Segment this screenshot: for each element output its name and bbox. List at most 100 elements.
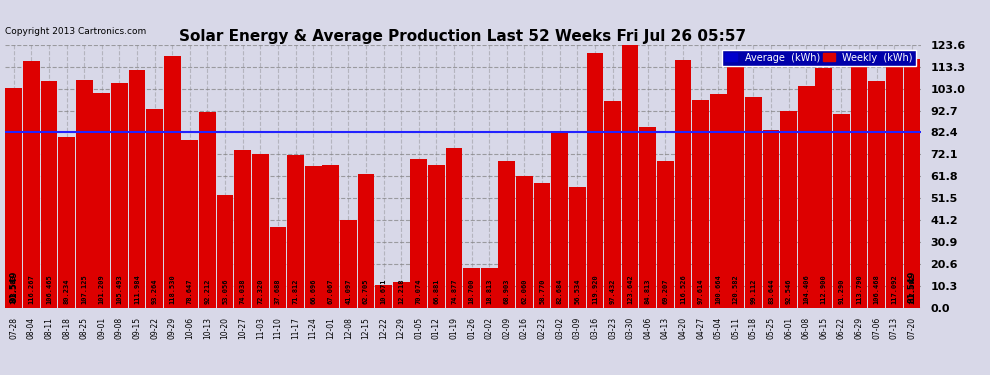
Bar [728, 51, 744, 308]
Bar [181, 141, 198, 308]
Text: 78.647: 78.647 [187, 279, 193, 304]
Text: 12.218: 12.218 [398, 279, 404, 304]
Bar [41, 81, 57, 308]
Bar [357, 174, 374, 308]
Bar [76, 80, 92, 308]
Bar [816, 68, 833, 308]
Text: 37.688: 37.688 [275, 279, 281, 304]
Text: 41.097: 41.097 [346, 279, 351, 304]
Text: 123.642: 123.642 [627, 274, 634, 304]
Title: Solar Energy & Average Production Last 52 Weeks Fri Jul 26 05:57: Solar Energy & Average Production Last 5… [179, 29, 746, 44]
Bar [868, 81, 885, 308]
Bar [780, 111, 797, 308]
Text: 10.671: 10.671 [380, 279, 386, 304]
Bar [463, 268, 480, 308]
Text: 58.770: 58.770 [540, 279, 545, 304]
Bar [551, 132, 568, 308]
Text: 66.881: 66.881 [434, 279, 440, 304]
Text: 97.614: 97.614 [698, 279, 704, 304]
Text: 18.700: 18.700 [468, 279, 474, 304]
Text: 81.549: 81.549 [908, 271, 917, 303]
Text: 70.074: 70.074 [416, 279, 422, 304]
Text: 56.534: 56.534 [574, 279, 580, 304]
Bar [640, 128, 656, 308]
Text: 53.056: 53.056 [222, 279, 228, 304]
Legend: Average  (kWh), Weekly  (kWh): Average (kWh), Weekly (kWh) [723, 50, 916, 66]
Text: 93.264: 93.264 [151, 279, 157, 304]
Bar [534, 183, 550, 308]
Bar [834, 114, 849, 308]
Text: 62.060: 62.060 [522, 279, 528, 304]
Text: 18.813: 18.813 [486, 279, 492, 304]
Bar [23, 61, 40, 308]
Bar [251, 154, 268, 308]
Bar [323, 165, 340, 308]
Text: 83.644: 83.644 [768, 279, 774, 304]
Bar [393, 282, 410, 308]
Text: 62.705: 62.705 [363, 279, 369, 304]
Text: 69.207: 69.207 [662, 279, 668, 304]
Text: 120.582: 120.582 [733, 274, 739, 304]
Text: 97.432: 97.432 [610, 279, 616, 304]
Text: 74.038: 74.038 [240, 279, 246, 304]
Text: 117.092: 117.092 [909, 274, 915, 304]
Text: 103.503: 103.503 [11, 274, 17, 304]
Text: 107.125: 107.125 [81, 274, 87, 304]
Text: 116.526: 116.526 [680, 274, 686, 304]
Bar [93, 93, 110, 308]
Text: 66.696: 66.696 [310, 279, 316, 304]
Bar [886, 59, 903, 308]
Text: 111.984: 111.984 [134, 274, 140, 304]
Text: 106.468: 106.468 [873, 274, 880, 304]
Text: 99.112: 99.112 [750, 279, 756, 304]
Bar [269, 228, 286, 308]
Bar [692, 100, 709, 308]
Text: 116.267: 116.267 [29, 274, 35, 304]
Text: 117.092: 117.092 [891, 274, 897, 304]
Text: 106.465: 106.465 [46, 274, 52, 304]
Bar [446, 148, 462, 308]
Bar [657, 160, 674, 308]
Bar [745, 97, 761, 308]
Bar [428, 165, 445, 308]
Text: 68.903: 68.903 [504, 279, 510, 304]
Text: 84.813: 84.813 [644, 279, 650, 304]
Bar [798, 86, 815, 308]
Bar [58, 137, 75, 308]
Bar [111, 84, 128, 308]
Text: 113.790: 113.790 [856, 274, 862, 304]
Text: 104.406: 104.406 [803, 274, 809, 304]
Bar [904, 59, 921, 308]
Bar [710, 94, 727, 308]
Bar [129, 70, 146, 308]
Text: 81.549: 81.549 [9, 271, 18, 303]
Bar [622, 45, 639, 308]
Bar [411, 159, 427, 308]
Bar [604, 100, 621, 308]
Bar [499, 161, 515, 308]
Bar [375, 285, 392, 308]
Text: 105.493: 105.493 [117, 274, 123, 304]
Bar [762, 130, 779, 308]
Text: 92.212: 92.212 [205, 279, 211, 304]
Bar [481, 267, 498, 308]
Bar [235, 150, 251, 308]
Bar [516, 176, 533, 308]
Bar [217, 195, 234, 308]
Text: Copyright 2013 Cartronics.com: Copyright 2013 Cartronics.com [5, 27, 147, 36]
Bar [850, 66, 867, 308]
Bar [586, 53, 603, 307]
Text: 74.877: 74.877 [451, 279, 457, 304]
Text: 91.290: 91.290 [839, 279, 844, 304]
Text: 118.530: 118.530 [169, 274, 175, 304]
Text: 72.320: 72.320 [257, 279, 263, 304]
Text: 100.664: 100.664 [715, 274, 721, 304]
Bar [674, 60, 691, 308]
Bar [569, 188, 586, 308]
Text: 80.234: 80.234 [63, 279, 69, 304]
Bar [199, 112, 216, 308]
Text: 112.900: 112.900 [821, 274, 827, 304]
Text: 92.546: 92.546 [786, 279, 792, 304]
Bar [5, 88, 22, 308]
Text: 71.812: 71.812 [292, 279, 299, 304]
